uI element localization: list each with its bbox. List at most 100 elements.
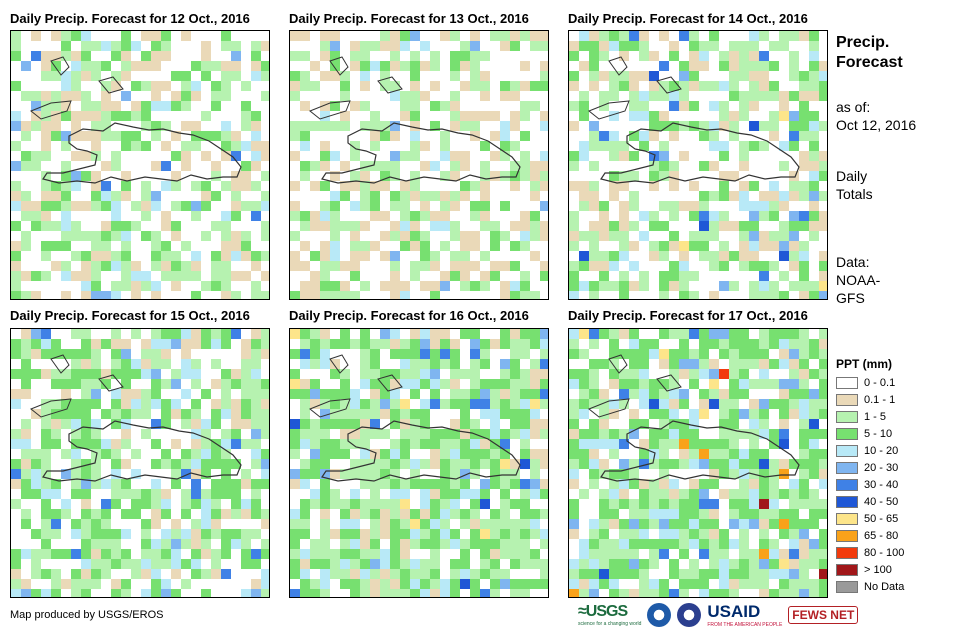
precip-grid-cell	[340, 409, 350, 419]
precip-grid-cell	[599, 529, 609, 539]
precip-grid-cell	[330, 61, 340, 71]
precip-grid-cell	[619, 329, 629, 339]
precip-grid-cell	[470, 449, 480, 459]
precip-grid-cell	[739, 499, 749, 509]
precip-grid-cell	[689, 349, 699, 359]
precip-grid-cell	[749, 231, 759, 241]
precip-grid-cell	[470, 399, 480, 409]
precip-grid-cell	[310, 211, 320, 221]
precip-grid-cell	[789, 399, 799, 409]
precip-grid-cell	[350, 469, 360, 479]
precip-grid-cell	[91, 359, 101, 369]
precip-grid-cell	[370, 589, 380, 597]
precip-grid-cell	[320, 211, 330, 221]
precip-grid-cell	[649, 221, 659, 231]
precip-grid-cell	[809, 399, 819, 409]
precip-grid-cell	[400, 479, 410, 489]
precip-grid-cell	[520, 281, 530, 291]
precip-grid-cell	[320, 359, 330, 369]
precip-grid-cell	[609, 519, 619, 529]
precip-grid-cell	[350, 529, 360, 539]
precip-grid-cell	[181, 121, 191, 131]
precip-grid-cell	[699, 201, 709, 211]
precip-grid-cell	[300, 171, 310, 181]
precip-grid-cell	[629, 499, 639, 509]
precip-grid-cell	[101, 549, 111, 559]
precip-grid-cell	[480, 539, 490, 549]
precip-grid-cell	[520, 349, 530, 359]
precip-grid-cell	[679, 359, 689, 369]
precip-grid-cell	[679, 389, 689, 399]
precip-grid-cell	[500, 469, 510, 479]
precip-grid-cell	[410, 339, 420, 349]
precip-grid-cell	[251, 181, 261, 191]
precip-grid-cell	[530, 291, 540, 299]
precip-grid-cell	[490, 261, 500, 271]
precip-grid-cell	[579, 459, 589, 469]
precip-grid-cell	[619, 81, 629, 91]
precip-grid-cell	[171, 589, 181, 597]
hispaniola-coastline	[600, 122, 800, 184]
precip-grid-cell	[261, 399, 269, 409]
precip-grid-cell	[221, 429, 231, 439]
precip-grid-cell	[510, 91, 520, 101]
precip-grid-cell	[779, 271, 789, 281]
precip-grid-cell	[400, 101, 410, 111]
precip-grid-cell	[171, 171, 181, 181]
precip-grid-cell	[330, 51, 340, 61]
precip-grid-cell	[470, 201, 480, 211]
precip-grid-cell	[619, 201, 629, 211]
precip-grid-cell	[211, 91, 221, 101]
precip-grid-cell	[819, 151, 827, 161]
precip-grid-cell	[420, 241, 430, 251]
precip-grid-cell	[430, 539, 440, 549]
precip-grid-cell	[659, 429, 669, 439]
precip-grid-cell	[151, 509, 161, 519]
precip-grid-cell	[91, 171, 101, 181]
precip-grid-cell	[71, 399, 81, 409]
precip-grid-cell	[799, 359, 809, 369]
precip-grid-cell	[809, 429, 819, 439]
precip-grid-cell	[579, 349, 589, 359]
precip-grid-cell	[739, 369, 749, 379]
precip-grid-cell	[789, 91, 799, 101]
precip-grid-cell	[819, 389, 827, 399]
precip-grid-cell	[231, 329, 241, 339]
precip-grid-cell	[819, 71, 827, 81]
precip-grid-cell	[749, 91, 759, 101]
precip-grid-cell	[81, 519, 91, 529]
precip-grid-cell	[131, 569, 141, 579]
precip-grid-cell	[420, 201, 430, 211]
precip-grid-cell	[390, 539, 400, 549]
precip-grid-cell	[540, 201, 548, 211]
precip-grid-cell	[310, 489, 320, 499]
precip-grid-cell	[619, 211, 629, 221]
precip-grid-cell	[320, 559, 330, 569]
precip-grid-cell	[211, 221, 221, 231]
precip-grid-cell	[261, 449, 269, 459]
precip-grid-cell	[689, 231, 699, 241]
precip-grid-cell	[340, 549, 350, 559]
precip-grid-cell	[629, 549, 639, 559]
precip-grid-cell	[161, 161, 171, 171]
precip-grid-cell	[330, 71, 340, 81]
precip-grid-cell	[649, 579, 659, 589]
precip-grid-cell	[81, 91, 91, 101]
precip-grid-cell	[689, 509, 699, 519]
precip-grid-cell	[619, 569, 629, 579]
precip-grid-cell	[261, 231, 269, 241]
precip-grid-cell	[71, 31, 81, 41]
precip-grid-cell	[619, 459, 629, 469]
precip-grid-cell	[111, 529, 121, 539]
precip-grid-cell	[619, 439, 629, 449]
precip-grid-cell	[589, 81, 599, 91]
precip-grid-cell	[400, 559, 410, 569]
precip-grid-cell	[340, 161, 350, 171]
precip-grid-cell	[111, 211, 121, 221]
map-credit: Map produced by USGS/EROS	[10, 609, 164, 621]
precip-grid-cell	[71, 91, 81, 101]
precip-grid-cell	[420, 519, 430, 529]
precip-grid-cell	[789, 231, 799, 241]
precip-grid-cell	[470, 241, 480, 251]
precip-grid-cell	[440, 141, 450, 151]
